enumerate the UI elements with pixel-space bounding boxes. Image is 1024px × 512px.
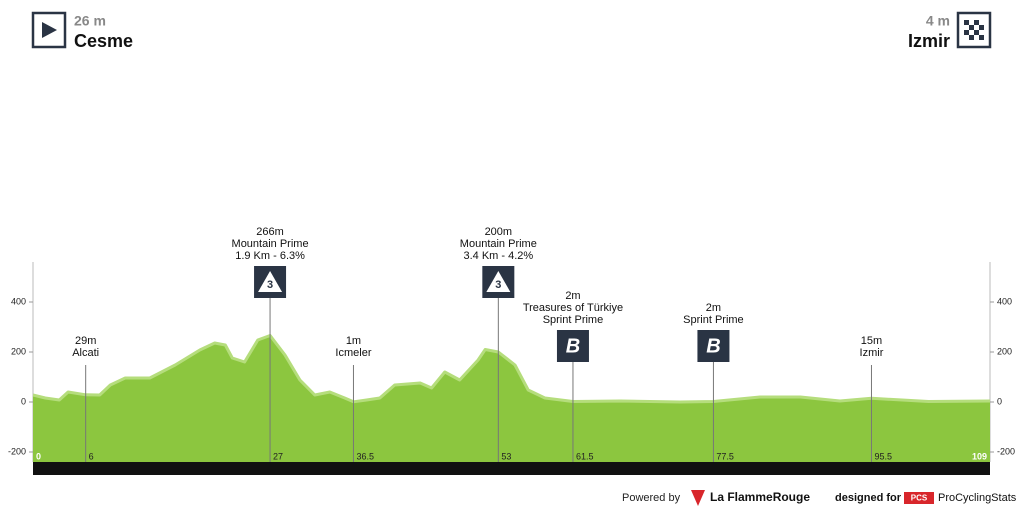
marker-text: Mountain Prime [460, 238, 537, 250]
marker-text: Izmir [860, 347, 884, 359]
marker-text: Alcati [72, 347, 99, 359]
marker-text: 2m [706, 302, 721, 314]
start-block: 26 m Cesme [31, 11, 133, 51]
y-tick-label: 200 [997, 346, 1012, 356]
profile-area [33, 335, 990, 462]
y-tick-label: 200 [11, 346, 26, 356]
pcs-text: PCS [911, 494, 928, 503]
start-name: Cesme [74, 31, 133, 51]
marker-text: Sprint Prime [683, 314, 744, 326]
x-km-label: 53 [501, 451, 511, 461]
finish-block: 4 m Izmir [908, 11, 992, 51]
powered-by: Powered by [622, 492, 681, 504]
y-tick-label: 0 [21, 396, 26, 406]
start-arrow [42, 22, 57, 38]
marker-icon-label: B [566, 335, 580, 357]
marker-text: 200m [485, 226, 513, 238]
y-tick-label: -200 [997, 446, 1015, 456]
x-km-label: 95.5 [874, 451, 892, 461]
finish-name: Izmir [908, 31, 950, 51]
y-tick-label: 400 [997, 296, 1012, 306]
profile-ridge [32, 334, 991, 404]
finish-altitude: 4 m [926, 13, 950, 29]
climb-triangle [486, 271, 511, 292]
start-icon [31, 11, 67, 49]
x-km-label: 77.5 [716, 451, 734, 461]
start-altitude: 26 m [74, 13, 106, 29]
marker-icon-label: 3 [495, 279, 501, 291]
x-km-label: 27 [273, 451, 283, 461]
marker-text: 15m [861, 335, 882, 347]
pcs-badge [904, 492, 934, 504]
finish-flag [964, 20, 984, 40]
marker-text: 3.4 Km - 4.2% [463, 250, 533, 262]
site-name: ProCyclingStats [938, 492, 1017, 504]
x-km-label: 61.5 [576, 451, 594, 461]
marker-text: 266m [256, 226, 284, 238]
marker-text: Icmeler [335, 347, 371, 359]
footer: Powered by La FlammeRouge designed for P… [622, 490, 1017, 506]
marker-icon [556, 330, 589, 362]
x-start-label: 0 [36, 451, 41, 461]
marker-text: Mountain Prime [232, 238, 309, 250]
marker-text: 1m [346, 335, 361, 347]
designed-for: designed for [835, 492, 902, 504]
marker-icon [697, 330, 730, 362]
brand-name: La FlammeRouge [710, 490, 810, 504]
marker-text: 2m [565, 290, 580, 302]
y-tick-label: 0 [997, 396, 1002, 406]
y-tick-label: -200 [8, 446, 26, 456]
marker-text: 1.9 Km - 6.3% [235, 250, 305, 262]
climb-triangle [258, 271, 283, 292]
x-km-label: 36.5 [356, 451, 374, 461]
x-km-label: 6 [89, 451, 94, 461]
y-tick-label: 400 [11, 296, 26, 306]
marker-text: Treasures of Türkiye [523, 302, 623, 314]
marker-icon-label: 3 [267, 279, 273, 291]
distance-bar [33, 462, 990, 475]
marker-text: Sprint Prime [543, 314, 604, 326]
marker-text: 29m [75, 335, 96, 347]
x-end-label: 109 [972, 451, 987, 461]
brand-logo [691, 490, 705, 506]
marker-icon-label: B [706, 335, 720, 357]
